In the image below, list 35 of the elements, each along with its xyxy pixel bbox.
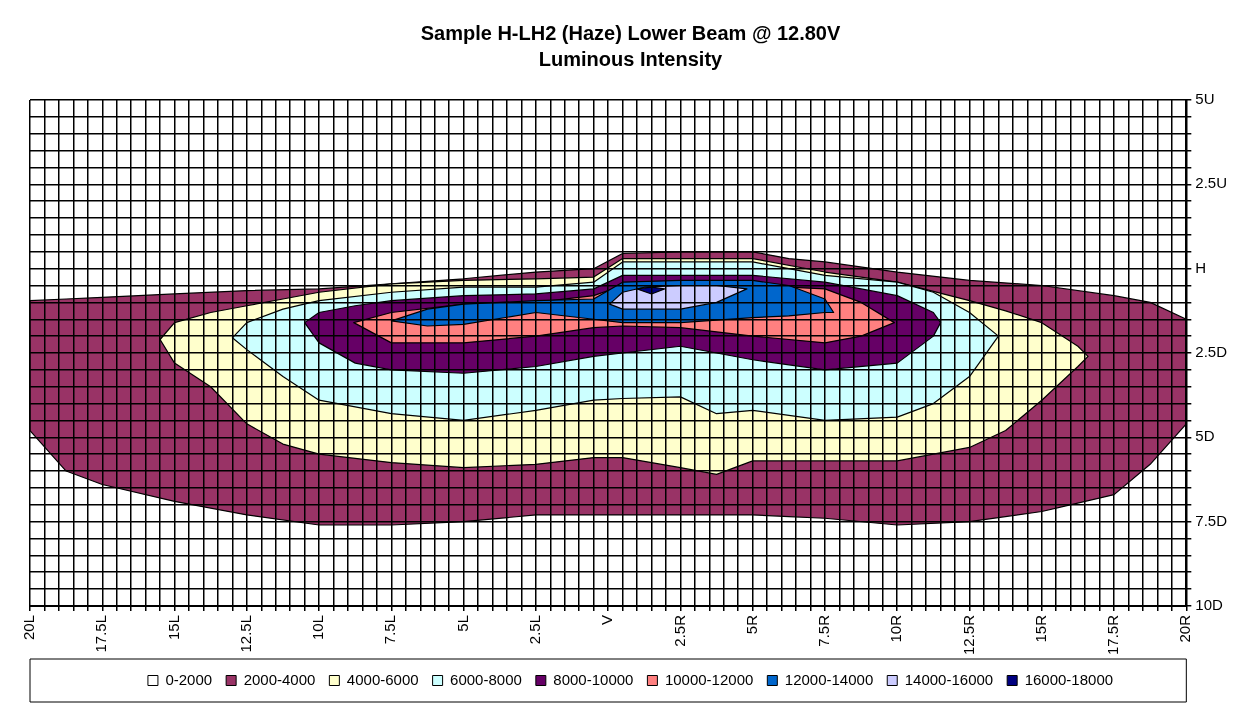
y-tick-label: 2.5U [1195, 174, 1227, 192]
chart-subtitle: Luminous Intensity [538, 47, 724, 70]
x-tick-label: 17.5R [1104, 614, 1122, 655]
x-tick-label: 5R [742, 614, 760, 635]
x-tick-label: 7.5R [815, 614, 833, 647]
legend-label: 14000-16000 [904, 670, 994, 688]
legend-label: 4000-6000 [346, 670, 419, 688]
x-tick-label: 2.5L [526, 614, 544, 645]
y-tick-label: 5D [1195, 427, 1215, 445]
legend-label: 16000-18000 [1024, 670, 1114, 688]
y-tick-label: H [1195, 258, 1207, 276]
y-tick-label: 10D [1195, 596, 1223, 614]
x-tick-label: 10R [887, 614, 905, 643]
legend-label: 12000-14000 [784, 670, 874, 688]
legend-label: 8000-10000 [553, 670, 634, 688]
legend-label: 2000-4000 [243, 670, 316, 688]
x-tick-label: 20R [1176, 614, 1194, 643]
y-tick-label: 7.5D [1195, 511, 1228, 529]
legend-label: 0-2000 [165, 670, 213, 688]
x-tick-label: 10L [309, 614, 327, 640]
y-tick-label: 2.5D [1195, 343, 1228, 361]
x-tick-label: 5L [453, 614, 471, 632]
x-tick-label: 17.5L [92, 614, 110, 653]
x-tick-label: 7.5L [381, 614, 399, 645]
legend-label: 6000-8000 [450, 670, 522, 688]
x-tick-label: 2.5R [670, 614, 688, 647]
x-tick-label: 12.5R [959, 614, 977, 655]
x-tick-label: 20L [20, 614, 38, 640]
y-tick-label: 5U [1195, 90, 1215, 108]
x-tick-label: 15R [1031, 614, 1049, 643]
x-tick-label: 12.5L [236, 614, 254, 653]
legend-label: 10000-12000 [664, 670, 754, 688]
x-tick-label: V [598, 614, 616, 625]
x-tick-label: 15L [164, 614, 182, 640]
chart-title: Sample H-LH2 (Haze) Lower Beam @ 12.80V [420, 21, 841, 44]
